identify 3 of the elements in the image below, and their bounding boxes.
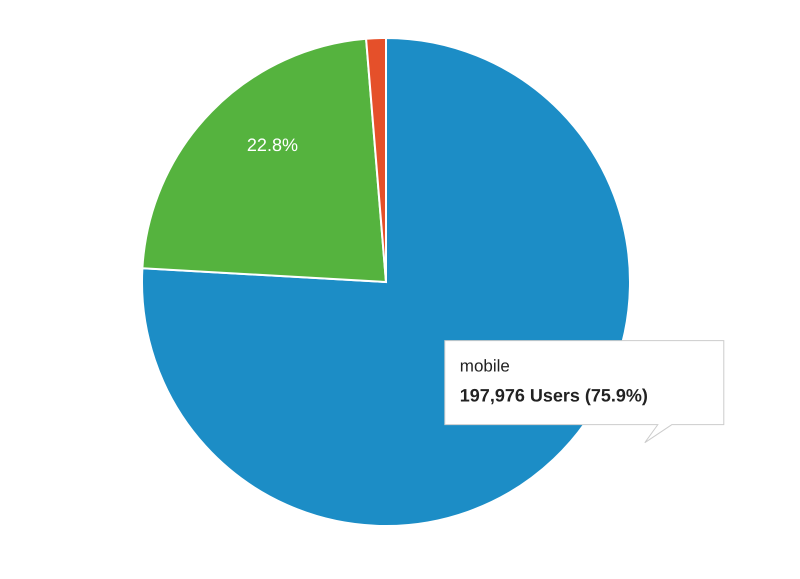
data-label: 197,976 Users (75.9%) — [460, 386, 648, 406]
data-label: 22.8% — [246, 135, 298, 156]
slice-label: mobile — [460, 356, 510, 376]
